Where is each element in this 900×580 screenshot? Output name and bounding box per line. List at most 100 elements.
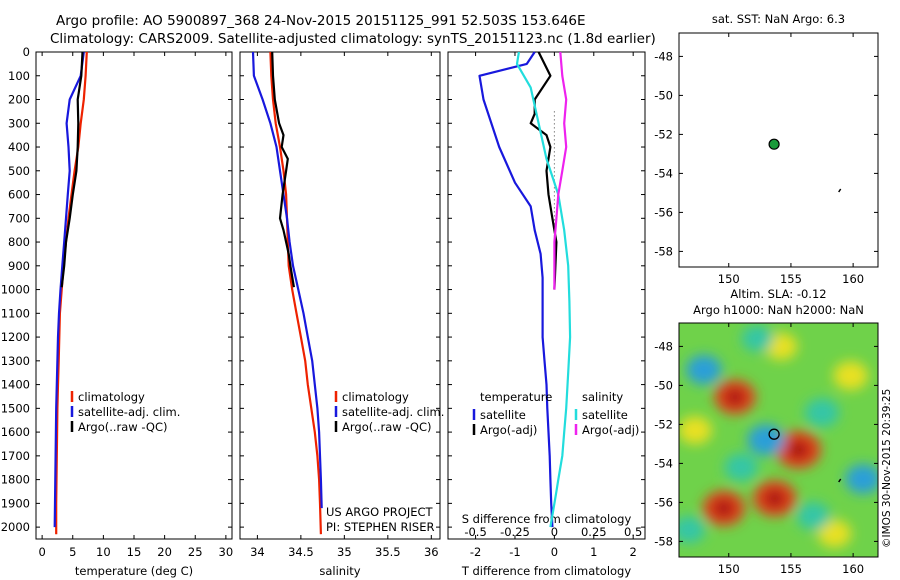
x-tick-label: 0 (38, 545, 45, 559)
map-x-tick-label: 150 (718, 562, 740, 576)
map-y-tick-label: -54 (654, 166, 673, 180)
difference-series-2 (515, 51, 572, 528)
map-y-tick-label: -48 (654, 339, 673, 353)
header-subtitle: Climatology: CARS2009. Satellite-adjuste… (50, 31, 656, 47)
sla-blob (833, 361, 868, 391)
x-tick-label: 1 (590, 545, 597, 559)
map-x-tick-label: 155 (780, 272, 802, 286)
s-xlabel: S difference from climatology (462, 512, 632, 526)
project-credit: PI: STEPHEN RISER (326, 520, 435, 534)
sla-blob (686, 355, 722, 385)
map-y-tick-label: -58 (654, 244, 673, 258)
salinity-series-2 (271, 51, 295, 288)
y-tick-label: 1400 (1, 378, 30, 392)
temperature-series-0 (55, 51, 88, 535)
map-y-tick-label: -56 (654, 495, 673, 509)
argo-position-marker (768, 428, 780, 440)
s-tick-label: 0.5 (624, 525, 642, 539)
x-tick-label: 34 (250, 545, 265, 559)
y-tick-label: 1200 (1, 330, 30, 344)
sla-map-frame (678, 322, 879, 558)
salinity-series-0 (269, 51, 322, 535)
x-tick-label: 25 (188, 545, 203, 559)
y-tick-label: 300 (8, 116, 30, 130)
map-y-tick-label: -52 (654, 417, 673, 431)
difference-series-0 (478, 51, 554, 528)
map-y-tick-label: -50 (654, 378, 673, 392)
map-y-tick-label: -50 (654, 88, 673, 102)
y-tick-label: 500 (8, 164, 30, 178)
map-x-tick-label: 160 (842, 272, 864, 286)
salinity-series-1 (251, 51, 323, 509)
x-tick-label: 15 (127, 545, 142, 559)
map-y-tick-label: -54 (654, 456, 673, 470)
x-tick-label: 20 (157, 545, 172, 559)
sla-blob (724, 453, 758, 482)
x-tick-label: 10 (96, 545, 111, 559)
salinity-legend-label: satellite-adj. clim. (342, 405, 444, 419)
y-tick-label: 400 (8, 140, 30, 154)
y-tick-label: 1000 (1, 283, 30, 297)
sla-blob (796, 502, 831, 531)
salinity-frame (239, 51, 441, 540)
s-tick-label: 0 (551, 525, 558, 539)
map-y-tick-label: -48 (654, 49, 673, 63)
difference-frame (447, 51, 646, 540)
sla-field (679, 323, 878, 557)
y-tick-label: 2000 (1, 520, 30, 534)
y-tick-label: 1500 (1, 401, 30, 415)
map-y-tick-label: -58 (654, 534, 673, 548)
sla-blob (804, 398, 840, 428)
x-tick-label: -2 (470, 545, 481, 559)
temperature-legend-label: satellite-adj. clim. (78, 405, 180, 419)
sla-blob (741, 325, 774, 352)
difference-panel: T difference from climatology -2 -1 0 1 2 -0.5… (447, 51, 646, 578)
argo-position-marker (768, 138, 780, 150)
temperature-frame (35, 51, 233, 540)
difference-xlabel: T difference from climatology (461, 564, 632, 578)
x-tick-label: 35 (337, 545, 352, 559)
sla-map-subtitle: Argo h1000: NaN h2000: NaN (693, 303, 864, 317)
y-tick-label: 1700 (1, 449, 30, 463)
map-x-tick-label: 155 (780, 562, 802, 576)
difference-legend-label: satellite (582, 408, 628, 422)
legend-title-salinity: salinity (582, 390, 623, 404)
sla-blob-core (725, 389, 745, 405)
temperature-series-1 (53, 51, 85, 528)
y-tick-label: 1100 (1, 306, 30, 320)
salinity-legend-label: climatology (342, 390, 409, 404)
island-mark (838, 188, 842, 193)
imos-stamp: ©IMOS 30-Nov-2015 20:39:25 (881, 389, 893, 548)
y-tick-label: 900 (8, 259, 30, 273)
y-tick-label: 0 (23, 45, 30, 59)
x-tick-label: 34.5 (288, 545, 314, 559)
x-tick-label: 0 (551, 545, 558, 559)
sla-blob-core (764, 490, 785, 507)
y-tick-label: 100 (8, 69, 30, 83)
x-tick-label: 35.5 (375, 545, 401, 559)
x-tick-label: -1 (509, 545, 520, 559)
temperature-series-2 (60, 51, 84, 288)
x-tick-label: 30 (219, 545, 234, 559)
x-tick-label: 36 (424, 545, 439, 559)
temperature-legend-label: Argo(..raw -QC) (78, 420, 168, 434)
sla-blob (679, 516, 706, 544)
y-tick-label: 1800 (1, 473, 30, 487)
sla-blob (679, 416, 712, 445)
sst-map-panel: -48 -50 -52 -54 -56 -58 150 155 160 sat. SST: NaN… (654, 12, 879, 286)
island-mark (838, 478, 842, 483)
y-tick-label: 1900 (1, 496, 30, 510)
sla-blob-core (714, 500, 734, 517)
legend-title-temperature: temperature (480, 390, 552, 404)
map-x-tick-label: 160 (842, 562, 864, 576)
temperature-panel: 0100200300400500600700800900100011001200… (1, 45, 233, 578)
y-tick-label: 600 (8, 188, 30, 202)
salinity-legend-label: Argo(..raw -QC) (342, 420, 432, 434)
map-y-tick-label: -56 (654, 205, 673, 219)
difference-series-3 (553, 51, 568, 290)
temperature-xlabel: temperature (deg C) (75, 564, 193, 578)
y-tick-label: 200 (8, 93, 30, 107)
sla-blob (747, 424, 785, 456)
sst-map-frame (678, 32, 879, 268)
